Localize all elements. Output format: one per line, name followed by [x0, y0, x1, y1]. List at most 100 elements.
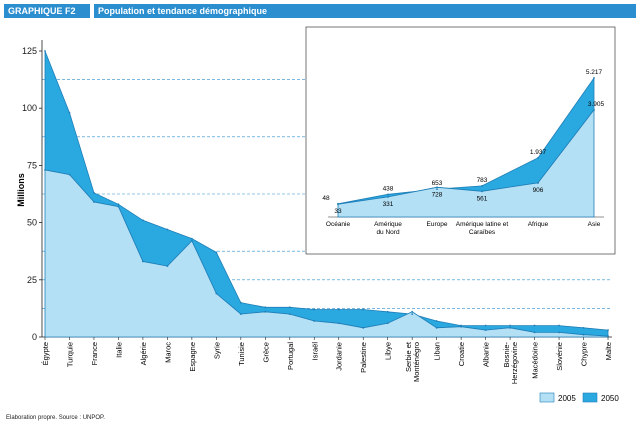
- x-tick-label: Jordanie: [335, 342, 344, 371]
- inset-data-label-2005: 561: [477, 195, 488, 202]
- legend: 2005 2050: [539, 392, 619, 403]
- series-2050-point: [362, 308, 365, 311]
- series-2050-point: [215, 251, 218, 254]
- series-2005-point: [68, 173, 71, 176]
- series-2050-point: [337, 308, 340, 311]
- x-tick-label: Bosnie-: [502, 342, 511, 368]
- inset-category-label: Asie: [588, 221, 601, 228]
- inset-series-2005-point: [537, 182, 539, 184]
- series-2050-point: [166, 228, 169, 231]
- inset-series-2005-point: [387, 196, 389, 198]
- series-2005-point: [607, 335, 609, 337]
- x-tick-label: Égypte: [41, 342, 50, 365]
- series-2050-point: [68, 111, 71, 114]
- inset-data-label-2005: 3.905: [588, 101, 605, 108]
- y-tick-label: 25: [27, 275, 37, 285]
- series-2005-point: [264, 310, 267, 313]
- series-2005-point: [337, 322, 340, 325]
- y-tick-label: 125: [22, 46, 37, 56]
- series-2050-point: [607, 329, 609, 332]
- x-tick-label: Monténégro: [412, 342, 421, 382]
- series-2050-point: [117, 203, 120, 206]
- series-2050-point: [264, 306, 267, 309]
- inset-series-2050-point: [593, 77, 595, 79]
- x-tick-label: Croatie: [457, 342, 466, 366]
- x-tick-label: Liban: [433, 342, 442, 360]
- series-2050-point: [411, 313, 414, 316]
- series-2050-point: [190, 237, 193, 240]
- series-2005-point: [411, 310, 414, 313]
- inset-series-2050-point: [436, 188, 438, 191]
- series-2005-point: [362, 326, 365, 329]
- series-2005-point: [484, 329, 487, 332]
- series-2050-point: [484, 324, 487, 327]
- x-tick-label: Serbie et: [404, 341, 413, 372]
- series-2050-point: [313, 308, 316, 311]
- inset-data-label-2050: 783: [477, 177, 488, 184]
- y-tick-label: 75: [27, 160, 37, 170]
- source-note: Elaboration propre. Source : UNPOP.: [6, 415, 105, 421]
- inset-category-label: Océanie: [326, 221, 351, 228]
- x-tick-label: Turquie: [65, 342, 74, 367]
- x-tick-label: Maroc: [163, 342, 172, 363]
- inset-data-label-2050: 5.217: [586, 69, 603, 76]
- series-2005-point: [435, 326, 438, 329]
- series-2005-point: [509, 326, 511, 329]
- series-2005-point: [533, 331, 536, 334]
- inset-data-label-2005: 331: [383, 201, 394, 208]
- x-tick-label: Grèce: [261, 342, 270, 362]
- y-tick-label: 0: [32, 332, 37, 342]
- inset-data-label-2005: 906: [533, 187, 544, 194]
- series-2005-point: [44, 169, 46, 171]
- inset-series-2050-point: [537, 156, 539, 159]
- series-2050-point: [509, 324, 511, 327]
- inset-category-label: Caraïbes: [469, 229, 496, 236]
- series-2050-point: [288, 306, 291, 309]
- inset-data-label-2050: 653: [432, 180, 443, 187]
- x-tick-label: Tunisie: [237, 342, 246, 366]
- series-2005-point: [582, 333, 585, 336]
- y-axis-label: Millions: [16, 173, 26, 207]
- series-2050-point: [558, 324, 560, 327]
- y-tick-label: 100: [22, 103, 37, 113]
- series-2005-point: [117, 205, 120, 208]
- inset-series-2050-point: [337, 202, 339, 205]
- inset-series-2050-point: [387, 193, 389, 196]
- series-2005-point: [142, 260, 144, 263]
- inset-data-label-2005: 728: [432, 191, 443, 198]
- inset-series-2005-point: [593, 109, 595, 111]
- x-tick-label: Syrie: [212, 342, 221, 359]
- x-tick-label: Espagne: [188, 342, 197, 372]
- x-tick-label: Herzégovine: [510, 342, 519, 384]
- series-2050-point: [582, 326, 585, 329]
- series-2050-point: [460, 324, 463, 327]
- legend-swatch-2005: [539, 392, 555, 403]
- x-tick-label: Slovénie: [555, 342, 564, 371]
- series-2005-point: [190, 240, 193, 242]
- inset-category-label: Amérique: [374, 221, 402, 228]
- x-tick-label: Italie: [114, 342, 123, 358]
- x-tick-label: Libye: [384, 342, 393, 360]
- x-tick-label: Israël: [310, 342, 319, 361]
- series-2050-point: [386, 310, 389, 313]
- inset-category-label: Europe: [427, 221, 448, 228]
- y-tick-label: 50: [27, 218, 37, 228]
- inset-category-label: Amérique latine et: [456, 221, 509, 228]
- legend-label-2005: 2005: [558, 394, 576, 403]
- x-tick-label: Algérie: [139, 342, 148, 365]
- series-2005-point: [313, 320, 316, 322]
- inset-category-label: Afrique: [528, 221, 549, 228]
- inset-data-label-2005: 33: [334, 208, 342, 215]
- inset-data-label-2050: 48: [322, 195, 330, 202]
- series-2005-point: [215, 292, 218, 295]
- series-2005-point: [239, 313, 242, 316]
- figure-number: GRAPHIQUE F2: [4, 4, 90, 18]
- series-2005-point: [558, 331, 560, 334]
- series-2005-point: [166, 265, 169, 267]
- series-2050-point: [533, 324, 536, 327]
- x-tick-label: Chypre: [580, 342, 589, 366]
- x-tick-label: Portugal: [286, 342, 295, 370]
- series-2005-point: [93, 201, 95, 203]
